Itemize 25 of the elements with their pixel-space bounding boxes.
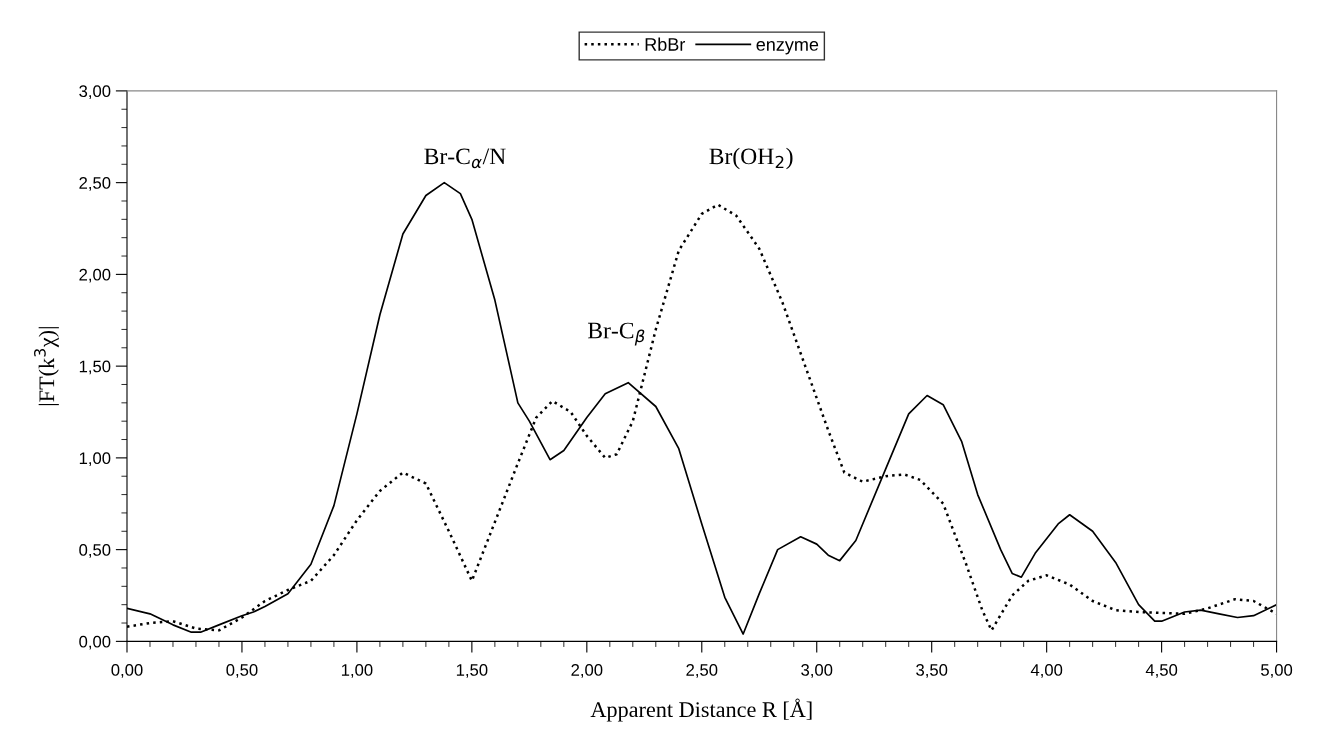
x-tick-label: 0,50: [226, 664, 258, 678]
annotation: Br-C$_{β}$: [588, 322, 645, 346]
x-tick-label: 5,00: [1261, 664, 1293, 678]
x-tick-label: 4,50: [1145, 664, 1178, 678]
y-tick-label: 0,50: [79, 544, 111, 558]
x-tick-label: 1,50: [456, 664, 488, 678]
x-tick-label: 3,00: [801, 664, 833, 678]
y-tick-label: 2,50: [79, 177, 111, 191]
y-tick-label: 3,00: [79, 85, 111, 100]
y-tick-label: 0,00: [79, 635, 111, 650]
annotation: Br-C$_{α}$/N: [424, 148, 506, 169]
x-tick-label: 1,00: [341, 664, 373, 678]
x-tick-label: 4,00: [1030, 664, 1063, 678]
x-axis-title: Apparent Distance R [Å]: [590, 698, 812, 722]
y-tick-label: 2,00: [79, 268, 111, 283]
legend-label: RbBr: [645, 37, 686, 51]
x-tick-label: 3,50: [916, 664, 948, 678]
y-axis-title: |FT(k$^{3}$χ)|: [34, 327, 59, 406]
x-tick-label: 2,00: [571, 664, 603, 678]
x-tick-label: 0,00: [111, 664, 143, 678]
y-tick-label: 1,00: [79, 452, 111, 467]
annotation: Br(OH$_{2}$): [709, 147, 793, 170]
y-tick-label: 1,50: [79, 360, 111, 375]
legend-label: enzyme: [756, 40, 819, 55]
x-tick-label: 2,50: [686, 664, 718, 678]
